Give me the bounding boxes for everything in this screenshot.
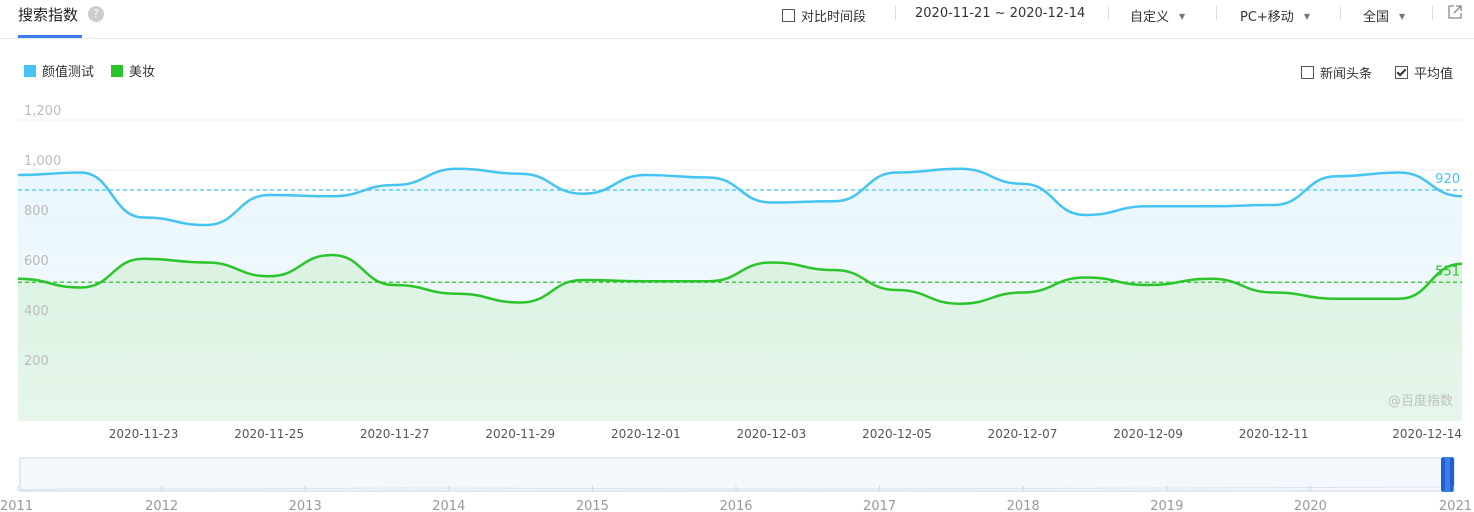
timeline-year-label: 2019 bbox=[1150, 499, 1183, 512]
region-dropdown[interactable]: 全国 ▼ bbox=[1363, 6, 1405, 25]
y-tick-label: 200 bbox=[24, 354, 49, 369]
timeline-track[interactable] bbox=[19, 457, 1455, 492]
timeline-year-label: 2012 bbox=[145, 499, 178, 512]
x-tick-label: 2020-11-23 bbox=[109, 427, 179, 441]
custom-label: 自定义 bbox=[1130, 10, 1170, 25]
compare-period-label: 对比时间段 bbox=[801, 10, 867, 25]
divider bbox=[1340, 6, 1341, 20]
series-area-2 bbox=[18, 255, 1462, 420]
legend-swatch bbox=[24, 65, 36, 77]
page-title: 搜索指数 bbox=[18, 6, 79, 24]
series-line-2 bbox=[17, 253, 1463, 306]
x-tick-label: 2020-12-07 bbox=[988, 427, 1058, 441]
date-range-picker[interactable]: 2020-11-21 ~ 2020-12-14 bbox=[915, 6, 1086, 21]
timeline-year-label: 2021 bbox=[1439, 499, 1472, 512]
legend-label: 颜值测试 bbox=[42, 65, 95, 80]
caret-down-icon: ▼ bbox=[1399, 12, 1406, 21]
average-label: 平均值 bbox=[1414, 67, 1454, 82]
y-tick-label: 1,000 bbox=[24, 154, 61, 169]
question-icon[interactable]: ? bbox=[88, 6, 104, 22]
timeline-year-label: 2015 bbox=[576, 499, 609, 512]
y-tick-label: 400 bbox=[24, 304, 49, 319]
x-tick-label: 2020-11-27 bbox=[360, 427, 430, 441]
region-label: 全国 bbox=[1363, 10, 1390, 25]
average-checkbox[interactable]: 平均值 bbox=[1395, 63, 1453, 82]
x-tick-label: 2020-12-11 bbox=[1239, 427, 1309, 441]
news-label: 新闻头条 bbox=[1320, 67, 1373, 82]
checkbox-checked-icon bbox=[1395, 66, 1408, 79]
series-areas bbox=[18, 168, 1462, 420]
x-tick-label: 2020-11-29 bbox=[485, 427, 555, 441]
timeline-handle-right[interactable] bbox=[1450, 458, 1454, 491]
y-tick-label: 600 bbox=[24, 254, 49, 269]
y-tick-label: 800 bbox=[24, 204, 49, 219]
divider bbox=[1216, 6, 1217, 20]
x-tick-label: 2020-12-01 bbox=[611, 427, 681, 441]
x-tick-label: 2020-12-14 bbox=[1392, 427, 1462, 441]
timeline-year-label: 2017 bbox=[863, 499, 896, 512]
average-labels: 920 551 bbox=[1435, 172, 1460, 279]
legend-item-series2[interactable]: 美妆 bbox=[111, 61, 155, 80]
active-tab-indicator bbox=[18, 35, 82, 38]
y-axis-ticks: 1,200 1,000 800 600 400 200 bbox=[24, 104, 61, 369]
timeline-sparkline bbox=[19, 485, 1455, 491]
average-label-2: 551 bbox=[1435, 264, 1460, 279]
divider bbox=[1108, 6, 1109, 20]
legend-item-series1[interactable]: 颜值测试 bbox=[24, 61, 94, 80]
timeline-years: 2011 2012 2013 2014 2015 2016 2017 2018 2019 2020… bbox=[0, 486, 1472, 512]
x-tick-label: 2020-12-03 bbox=[737, 427, 807, 441]
x-tick-label: 2020-12-09 bbox=[1113, 427, 1183, 441]
timeline-year-label: 2013 bbox=[289, 499, 322, 512]
timeline-year-label: 2014 bbox=[432, 499, 465, 512]
timeline-year-label: 2020 bbox=[1294, 499, 1327, 512]
header-bar: 搜索指数 ? 对比时间段 2020-11-21 ~ 2020-12-14 自定义… bbox=[0, 0, 1474, 39]
divider bbox=[895, 6, 896, 20]
x-tick-label: 2020-12-05 bbox=[862, 427, 932, 441]
legend-swatch bbox=[111, 65, 123, 77]
timeline-selection[interactable] bbox=[1442, 457, 1453, 492]
average-label-1: 920 bbox=[1435, 172, 1460, 187]
external-link-icon[interactable] bbox=[1448, 5, 1462, 19]
y-tick-label: 1,200 bbox=[24, 104, 61, 119]
compare-period-checkbox[interactable]: 对比时间段 bbox=[782, 6, 866, 25]
timeline-year-label: 2016 bbox=[719, 499, 752, 512]
watermark: @百度指数 bbox=[1388, 393, 1453, 409]
x-tick-label: 2020-11-25 bbox=[234, 427, 304, 441]
timeline-handle-left[interactable] bbox=[1441, 458, 1445, 491]
x-axis-ticks: 2020-11-23 2020-11-25 2020-11-27 2020-11-29… bbox=[109, 427, 1462, 441]
series-lines bbox=[17, 167, 1463, 306]
device-label: PC+移动 bbox=[1240, 10, 1294, 25]
legend-label: 美妆 bbox=[129, 65, 156, 80]
checkbox-icon bbox=[782, 9, 795, 22]
checkbox-icon bbox=[1301, 66, 1314, 79]
caret-down-icon: ▼ bbox=[1179, 12, 1186, 21]
series-line-1 bbox=[17, 167, 1463, 227]
custom-dropdown[interactable]: 自定义 ▼ bbox=[1130, 6, 1185, 25]
caret-down-icon: ▼ bbox=[1303, 12, 1310, 21]
device-dropdown[interactable]: PC+移动 ▼ bbox=[1240, 6, 1310, 25]
timeline-year-label: 2011 bbox=[0, 499, 33, 512]
timeline-year-label: 2018 bbox=[1007, 499, 1040, 512]
divider bbox=[1432, 6, 1433, 20]
news-checkbox[interactable]: 新闻头条 bbox=[1301, 63, 1372, 82]
